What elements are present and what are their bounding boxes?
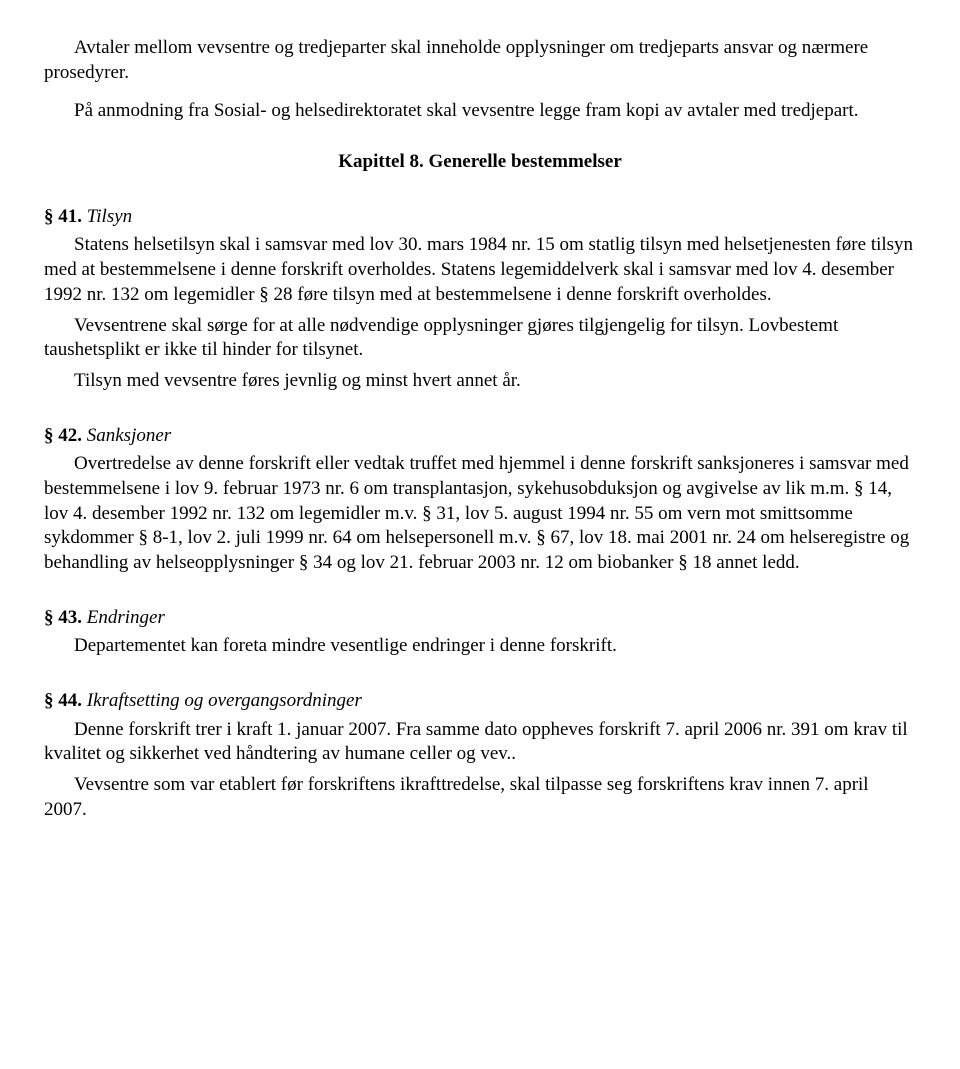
section-43-head: § 43. Endringer	[44, 606, 916, 631]
intro-paragraph-1: Avtaler mellom vevsentre og tredjeparter…	[44, 36, 916, 85]
section-42-head: § 42. Sanksjoner	[44, 424, 916, 449]
section-41-head: § 41. Tilsyn	[44, 205, 916, 230]
section-41-body-3: Tilsyn med vevsentre føres jevnlig og mi…	[44, 369, 916, 394]
section-44-body-1: Denne forskrift trer i kraft 1. januar 2…	[44, 718, 916, 767]
section-44-body-2: Vevsentre som var etablert før forskrift…	[44, 773, 916, 822]
chapter-heading: Kapittel 8. Generelle bestemmelser	[44, 150, 916, 175]
section-43-title: Endringer	[87, 607, 165, 628]
intro-paragraph-2: På anmodning fra Sosial- og helsedirekto…	[44, 99, 916, 124]
section-44-head: § 44. Ikraftsetting og overgangsordninge…	[44, 689, 916, 714]
section-44-number: § 44.	[44, 690, 82, 711]
section-43-number: § 43.	[44, 607, 82, 628]
section-41-body-1: Statens helsetilsyn skal i samsvar med l…	[44, 233, 916, 307]
section-41-number: § 41.	[44, 206, 82, 227]
section-44-title: Ikraftsetting og overgangsordninger	[87, 690, 362, 711]
section-42-number: § 42.	[44, 425, 82, 446]
section-42-body: Overtredelse av denne forskrift eller ve…	[44, 452, 916, 575]
section-42-title: Sanksjoner	[87, 425, 171, 446]
section-41-title: Tilsyn	[87, 206, 132, 227]
section-41-body-2: Vevsentrene skal sørge for at alle nødve…	[44, 314, 916, 363]
section-43-body: Departementet kan foreta mindre vesentli…	[44, 634, 916, 659]
